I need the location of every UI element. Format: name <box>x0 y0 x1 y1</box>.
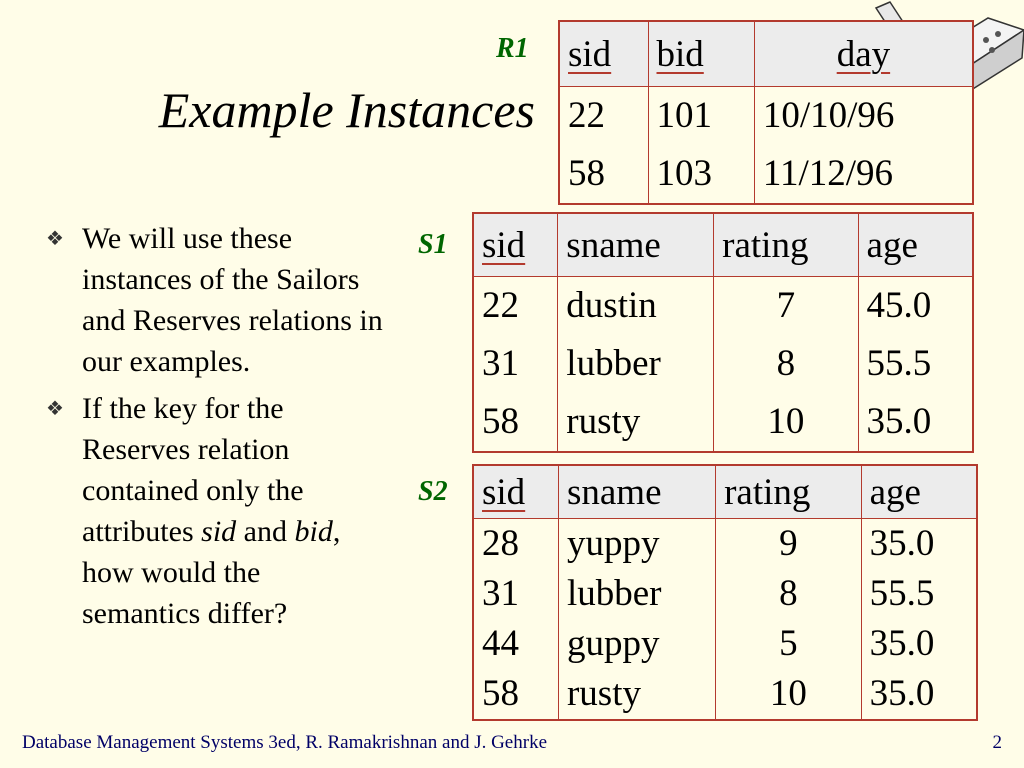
table-cell: yuppy lubber guppy rusty <box>557 518 717 721</box>
slide-title: Example Instances <box>158 82 535 138</box>
bullet-item: ❖ We will use these instances of the Sai… <box>46 218 386 382</box>
footer-citation: Database Management Systems 3ed, R. Rama… <box>22 732 548 753</box>
relation-label-s2: S2 <box>418 476 448 507</box>
bullet-item: ❖ If the key for the Reserves relation c… <box>46 388 386 634</box>
column-header: sid <box>472 212 559 277</box>
column-header: day <box>753 20 974 87</box>
table-cell: dustin lubber rusty <box>557 276 715 453</box>
table-cell: 35.0 55.5 35.0 35.0 <box>860 518 978 721</box>
relation-table-s1: sid sname rating age 22 31 58 dustin lubber… <box>472 212 974 453</box>
relation-label-s1: S1 <box>418 229 448 260</box>
table-cell: 22 58 <box>558 86 649 205</box>
table-cell: 45.0 55.5 35.0 <box>857 276 974 453</box>
bullet-list: ❖ We will use these instances of the Sai… <box>46 218 386 640</box>
column-header: sid <box>558 20 649 87</box>
column-header: sname <box>557 464 717 519</box>
diamond-bullet-icon: ❖ <box>46 228 64 250</box>
column-header: bid <box>647 20 755 87</box>
column-header: age <box>857 212 974 277</box>
relation-label-r1: R1 <box>496 33 529 64</box>
table-cell: 101 103 <box>647 86 755 205</box>
table-cell: 22 31 58 <box>472 276 559 453</box>
table-cell: 7 8 10 <box>713 276 859 453</box>
relation-table-s2: sid sname rating age 28 31 44 58 yuppy lubbe… <box>472 464 978 721</box>
table-cell: 9 8 5 10 <box>715 518 862 721</box>
column-header: sid <box>472 464 559 519</box>
page-number: 2 <box>992 732 1003 753</box>
column-header: age <box>860 464 978 519</box>
relation-table-r1: sid bid day 22 58 101 103 10/10/96 11/12/96 <box>558 20 974 205</box>
table-cell: 28 31 44 58 <box>472 518 559 721</box>
column-header: rating <box>715 464 862 519</box>
column-header: sname <box>557 212 715 277</box>
table-cell: 10/10/96 11/12/96 <box>753 86 974 205</box>
column-header: rating <box>713 212 859 277</box>
diamond-bullet-icon: ❖ <box>46 398 64 420</box>
